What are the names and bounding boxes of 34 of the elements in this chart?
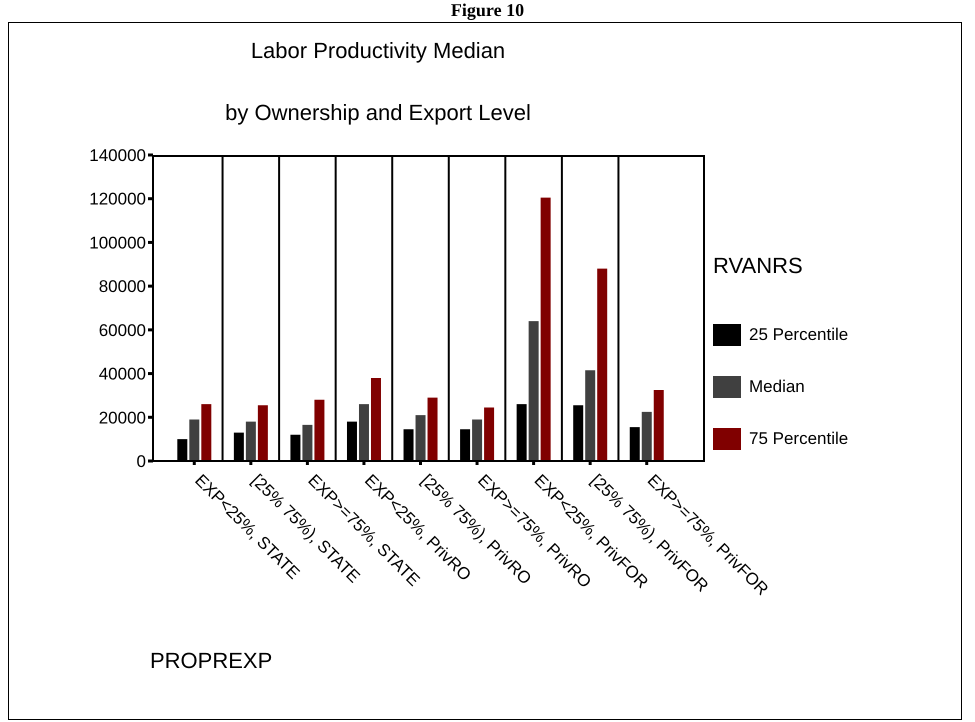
bar	[314, 400, 324, 461]
y-tick-label: 140000	[89, 146, 146, 166]
bar	[258, 405, 268, 461]
bar	[654, 390, 664, 461]
chart-title: Labor Productivity Median	[250, 38, 506, 64]
legend-label: Median	[749, 377, 805, 397]
y-tick-label: 80000	[98, 277, 146, 296]
bar	[472, 419, 482, 461]
y-tick-label: 40000	[98, 364, 146, 384]
y-tick-label: 100000	[89, 233, 146, 252]
bar	[246, 422, 256, 461]
x-axis-title: PROPREXP	[150, 648, 272, 674]
bar	[528, 321, 539, 461]
chart-subtitle: by Ownership and Export Level	[224, 100, 532, 126]
bar	[597, 268, 608, 461]
bar	[416, 415, 426, 461]
bar	[585, 370, 596, 461]
y-tick-label: 120000	[89, 190, 146, 209]
y-tick-label: 60000	[98, 320, 146, 340]
legend-title: RVANRS	[713, 253, 804, 279]
bar	[370, 378, 381, 461]
legend-label: 75 Percentile	[749, 429, 848, 449]
bar	[642, 412, 652, 461]
bar	[428, 398, 438, 461]
bar	[358, 404, 369, 461]
y-tick-label: 20000	[98, 408, 146, 428]
bar	[201, 404, 212, 461]
bar	[189, 419, 200, 461]
bar	[540, 198, 551, 461]
bar	[484, 407, 494, 461]
legend-label: 25 Percentile	[749, 325, 848, 345]
y-tick-label: 0	[136, 452, 146, 472]
caption: Figure 10	[450, 0, 526, 21]
bar	[302, 424, 312, 461]
